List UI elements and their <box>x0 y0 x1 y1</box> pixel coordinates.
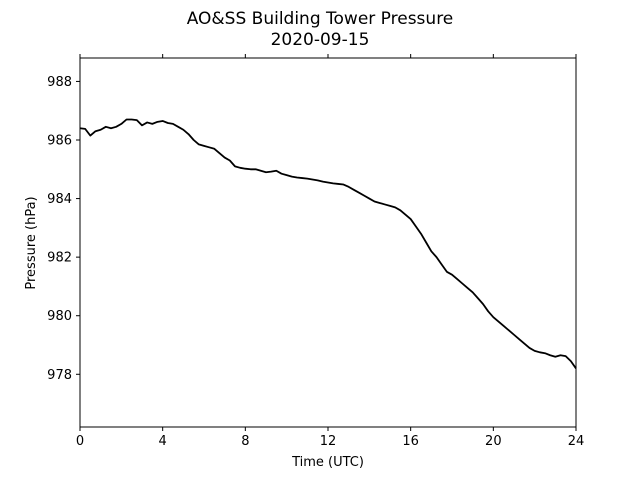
pressure-series-line <box>79 118 577 369</box>
y-tick-label: 986 <box>47 134 72 149</box>
y-tick-label: 982 <box>47 251 72 266</box>
y-tick-label: 984 <box>47 192 72 207</box>
chart-subtitle: 2020-09-15 <box>271 30 370 50</box>
x-tick-label: 20 <box>485 434 502 449</box>
x-tick-label: 4 <box>159 434 167 449</box>
plot-area <box>79 57 577 428</box>
y-axis-label: Pressure (hPa) <box>24 196 39 289</box>
y-tick-label: 980 <box>47 309 72 324</box>
y-axis: 978 980 982 984 986 988 <box>47 75 80 383</box>
x-tick-label: 24 <box>568 434 585 449</box>
y-tick-label: 978 <box>47 368 72 383</box>
x-tick-label: 16 <box>402 434 419 449</box>
x-tick-label: 12 <box>320 434 337 449</box>
x-tick-label: 0 <box>76 434 84 449</box>
x-axis: 0 4 8 12 16 20 24 <box>76 54 584 449</box>
x-axis-label: Time (UTC) <box>291 455 364 470</box>
y-tick-label: 988 <box>47 75 72 90</box>
chart-title: AO&SS Building Tower Pressure <box>187 9 454 29</box>
x-tick-label: 8 <box>241 434 249 449</box>
plot-frame <box>79 57 577 428</box>
